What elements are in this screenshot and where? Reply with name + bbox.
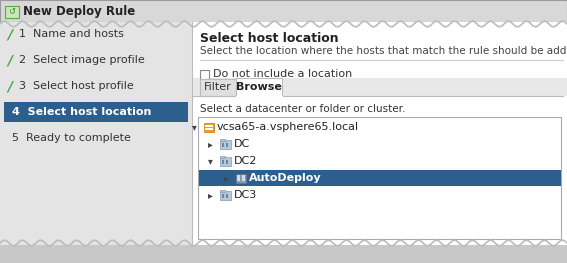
Bar bbox=[220, 140, 231, 149]
Text: 2  Select image profile: 2 Select image profile bbox=[19, 55, 145, 65]
Bar bbox=[220, 156, 225, 158]
Bar bbox=[226, 143, 228, 147]
Text: /: / bbox=[7, 53, 12, 67]
Text: /: / bbox=[7, 79, 12, 93]
Bar bbox=[236, 78, 282, 97]
Text: Select the location where the hosts that match the rule should be added.: Select the location where the hosts that… bbox=[200, 46, 567, 56]
Bar bbox=[236, 174, 246, 183]
Text: ▸: ▸ bbox=[223, 173, 229, 183]
Text: ▸: ▸ bbox=[208, 190, 213, 200]
Text: DC3: DC3 bbox=[234, 190, 257, 200]
Text: ↺: ↺ bbox=[9, 8, 15, 17]
Bar bbox=[242, 175, 245, 181]
Text: 5  Ready to complete: 5 Ready to complete bbox=[12, 133, 131, 143]
Bar bbox=[222, 194, 224, 198]
Bar bbox=[220, 139, 225, 141]
Text: DC2: DC2 bbox=[234, 156, 257, 166]
Bar bbox=[200, 79, 236, 96]
Bar bbox=[222, 143, 224, 147]
Bar bbox=[4, 102, 188, 122]
Text: New Deploy Rule: New Deploy Rule bbox=[23, 6, 136, 18]
Bar bbox=[0, 22, 567, 245]
Bar bbox=[220, 190, 225, 192]
Bar bbox=[226, 160, 228, 164]
Bar bbox=[193, 78, 567, 96]
Text: ▾: ▾ bbox=[192, 122, 196, 132]
Bar bbox=[205, 125, 213, 127]
Bar bbox=[220, 157, 231, 166]
Text: ▾: ▾ bbox=[208, 156, 213, 166]
Text: Do not include a location: Do not include a location bbox=[213, 69, 352, 79]
Bar bbox=[193, 22, 567, 245]
Text: DC: DC bbox=[234, 139, 250, 149]
Bar bbox=[0, 0, 567, 22]
Bar bbox=[198, 117, 561, 239]
Bar bbox=[226, 194, 228, 198]
Text: Filter: Filter bbox=[204, 82, 232, 92]
Text: 4  Select host location: 4 Select host location bbox=[12, 107, 151, 117]
Text: vcsa65-a.vsphere65.local: vcsa65-a.vsphere65.local bbox=[217, 122, 359, 132]
Bar bbox=[199, 169, 561, 185]
Bar bbox=[222, 160, 224, 164]
Text: /: / bbox=[7, 27, 12, 41]
Bar bbox=[205, 128, 213, 130]
Bar bbox=[5, 6, 19, 18]
Bar bbox=[0, 22, 192, 245]
Bar bbox=[237, 175, 240, 181]
Bar bbox=[204, 123, 214, 132]
Text: 1  Name and hosts: 1 Name and hosts bbox=[19, 29, 124, 39]
Text: Select a datacenter or folder or cluster.: Select a datacenter or folder or cluster… bbox=[200, 104, 405, 114]
Text: 3  Select host profile: 3 Select host profile bbox=[19, 81, 134, 91]
Text: AutoDeploy: AutoDeploy bbox=[249, 173, 321, 183]
Text: Select host location: Select host location bbox=[200, 32, 338, 45]
Text: Browse: Browse bbox=[236, 82, 282, 92]
Text: ▸: ▸ bbox=[208, 139, 213, 149]
Bar bbox=[220, 191, 231, 200]
Bar bbox=[200, 70, 209, 79]
